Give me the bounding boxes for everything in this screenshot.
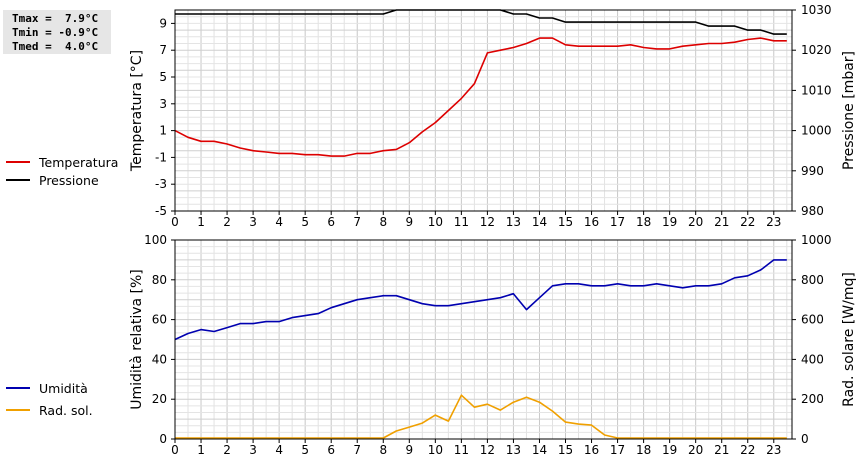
right-tick-label: 1010 — [801, 83, 832, 97]
legend-swatch-umidita — [6, 387, 30, 389]
legend-label-temperatura: Temperatura — [39, 155, 119, 170]
left-axis-title: Umidità relativa [%] — [129, 269, 145, 410]
x-tick-label: 18 — [636, 443, 651, 457]
right-tick-label: 0 — [801, 432, 809, 446]
right-axis-title: Rad. solare [W/mq] — [841, 272, 857, 407]
x-tick-label: 0 — [171, 443, 179, 457]
left-tick-label: -1 — [155, 150, 167, 164]
plot-frame — [174, 9, 793, 212]
x-tick-label: 1 — [197, 215, 205, 229]
x-tick-label: 21 — [714, 215, 729, 229]
x-tick-label: 22 — [740, 215, 755, 229]
x-tick-label: 21 — [714, 443, 729, 457]
x-tick-label: 9 — [405, 215, 413, 229]
x-tick-label: 3 — [249, 215, 257, 229]
legend-label-umidita: Umidità — [39, 381, 88, 396]
right-axis-title: Pressione [mbar] — [841, 51, 857, 170]
x-tick-label: 19 — [662, 443, 677, 457]
legend-label-pressione: Pressione — [39, 173, 99, 188]
x-tick-label: 14 — [532, 215, 547, 229]
legend-swatch-temperatura — [6, 161, 30, 163]
left-tick-label: 100 — [144, 233, 167, 247]
x-tick-label: 5 — [301, 443, 309, 457]
series-line-temperatura — [174, 37, 787, 157]
x-tick-label: 15 — [558, 443, 573, 457]
x-tick-label: 11 — [454, 443, 469, 457]
x-tick-label: 8 — [379, 215, 387, 229]
x-tick-label: 17 — [610, 215, 625, 229]
plot-frame — [174, 239, 793, 440]
x-tick-label: 20 — [688, 443, 703, 457]
left-tick-label: 7 — [159, 43, 167, 57]
x-tick-label: 10 — [428, 443, 443, 457]
right-tick-label: 1020 — [801, 43, 832, 57]
left-tick-label: 1 — [159, 124, 167, 138]
right-tick-label: 400 — [801, 352, 824, 366]
left-tick-label: 9 — [159, 16, 167, 30]
x-tick-label: 13 — [506, 443, 521, 457]
x-tick-label: 13 — [506, 215, 521, 229]
right-tick-label: 1030 — [801, 3, 832, 17]
x-tick-label: 6 — [327, 215, 335, 229]
left-axis-title: Temperatura [°C] — [129, 50, 145, 172]
left-tick-label: 3 — [159, 97, 167, 111]
x-tick-label: 1 — [197, 443, 205, 457]
x-tick-label: 4 — [275, 443, 283, 457]
legend-label-rad-sol: Rad. sol. — [39, 403, 93, 418]
left-tick-label: 20 — [152, 392, 167, 406]
legend-swatch-pressione — [6, 179, 30, 181]
x-tick-label: 16 — [584, 215, 599, 229]
x-tick-label: 10 — [428, 215, 443, 229]
x-tick-label: 5 — [301, 215, 309, 229]
x-tick-label: 18 — [636, 215, 651, 229]
x-tick-label: 23 — [766, 215, 781, 229]
left-tick-label: 40 — [152, 352, 167, 366]
left-tick-label: 0 — [159, 432, 167, 446]
x-tick-label: 23 — [766, 443, 781, 457]
x-tick-label: 7 — [353, 215, 361, 229]
x-tick-label: 16 — [584, 443, 599, 457]
tmed-label: Tmed = 4.0°C — [12, 40, 99, 53]
x-tick-label: 14 — [532, 443, 547, 457]
right-tick-label: 980 — [801, 204, 824, 218]
x-tick-label: 22 — [740, 443, 755, 457]
x-tick-label: 20 — [688, 215, 703, 229]
x-tick-label: 2 — [223, 443, 231, 457]
legend-swatch-rad-sol — [6, 409, 30, 411]
x-tick-label: 15 — [558, 215, 573, 229]
left-tick-label: 80 — [152, 273, 167, 287]
left-tick-label: -3 — [155, 177, 167, 191]
x-tick-label: 11 — [454, 215, 469, 229]
right-tick-label: 600 — [801, 313, 824, 327]
x-tick-label: 2 — [223, 215, 231, 229]
x-tick-label: 12 — [480, 215, 495, 229]
right-tick-label: 990 — [801, 164, 824, 178]
x-tick-label: 6 — [327, 443, 335, 457]
x-tick-label: 0 — [171, 215, 179, 229]
right-tick-label: 1000 — [801, 124, 832, 138]
left-tick-label: -5 — [155, 204, 167, 218]
x-tick-label: 4 — [275, 215, 283, 229]
series-line-umidita — [174, 259, 787, 341]
x-tick-label: 8 — [379, 443, 387, 457]
x-tick-label: 12 — [480, 443, 495, 457]
x-tick-label: 7 — [353, 443, 361, 457]
x-tick-label: 9 — [405, 443, 413, 457]
right-tick-label: 800 — [801, 273, 824, 287]
left-tick-label: 60 — [152, 313, 167, 327]
tmin-label: Tmin = -0.9°C — [12, 26, 99, 39]
right-tick-label: 1000 — [801, 233, 832, 247]
left-tick-label: 5 — [159, 70, 167, 84]
stats-box: Tmax = 7.9°C Tmin = -0.9°C Tmed = 4.0°C — [3, 10, 111, 54]
series-line-rad-sol — [175, 394, 787, 439]
tmax-label: Tmax = 7.9°C — [12, 12, 99, 25]
x-tick-label: 3 — [249, 443, 257, 457]
x-tick-label: 19 — [662, 215, 677, 229]
right-tick-label: 200 — [801, 392, 824, 406]
x-tick-label: 17 — [610, 443, 625, 457]
